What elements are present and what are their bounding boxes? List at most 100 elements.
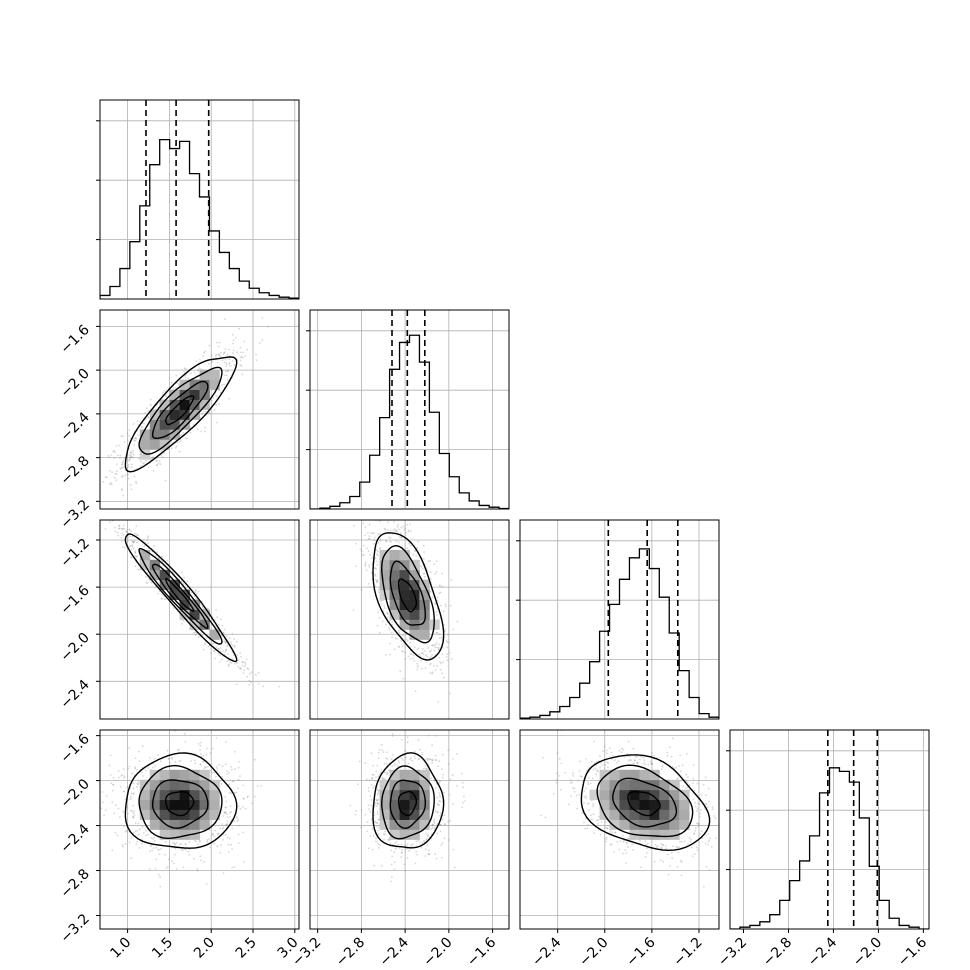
scatter-point bbox=[593, 832, 595, 835]
scatter-point bbox=[162, 391, 165, 394]
scatter-point bbox=[157, 557, 160, 560]
scatter-point bbox=[230, 811, 233, 813]
scatter-point bbox=[157, 849, 160, 851]
scatter-point bbox=[425, 838, 428, 840]
scatter-point bbox=[237, 665, 240, 668]
contour-1 bbox=[612, 777, 678, 828]
density-cell bbox=[189, 829, 200, 840]
density-cell bbox=[149, 799, 161, 810]
density-cell bbox=[169, 799, 180, 810]
scatter-point bbox=[126, 531, 129, 534]
scatter-point bbox=[119, 457, 121, 460]
scatter-point bbox=[219, 852, 222, 854]
scatter-point bbox=[145, 575, 147, 578]
scatter-point bbox=[437, 646, 440, 649]
scatter-point bbox=[368, 523, 371, 526]
scatter-point bbox=[438, 782, 441, 784]
scatter-point bbox=[151, 849, 154, 852]
scatter-point bbox=[397, 523, 399, 526]
scatter-point bbox=[184, 849, 187, 851]
density-cell bbox=[609, 789, 620, 801]
scatter-point bbox=[662, 860, 665, 863]
scatter-point bbox=[186, 580, 189, 583]
density-cell bbox=[159, 439, 171, 450]
scatter-point bbox=[396, 638, 398, 640]
scatter-point bbox=[375, 581, 378, 584]
scatter-point bbox=[133, 532, 136, 535]
density-cell bbox=[169, 579, 180, 591]
density-cell bbox=[659, 779, 670, 791]
scatter-point bbox=[377, 550, 379, 553]
scatter-point bbox=[121, 461, 124, 464]
scatter-point bbox=[435, 857, 438, 860]
scatter-point bbox=[377, 792, 380, 795]
scatter-point bbox=[593, 740, 595, 743]
scatter-point bbox=[436, 796, 439, 799]
density-cell bbox=[389, 829, 400, 840]
scatter-point bbox=[149, 403, 152, 406]
scatter-point bbox=[138, 828, 141, 831]
scatter-point bbox=[374, 821, 377, 824]
density-content bbox=[349, 730, 466, 883]
scatter-point bbox=[424, 650, 426, 652]
scatter-point bbox=[210, 361, 213, 364]
scatter-point bbox=[230, 662, 233, 664]
density-cell bbox=[629, 809, 640, 820]
scatter-point bbox=[219, 647, 222, 649]
density-cell bbox=[379, 789, 390, 801]
scatter-point bbox=[174, 853, 176, 856]
scatter-point bbox=[136, 434, 139, 437]
scatter-point bbox=[67, 500, 69, 502]
scatter-point bbox=[150, 457, 153, 460]
scatter-point bbox=[398, 645, 400, 648]
scatter-point bbox=[407, 529, 410, 532]
scatter-point bbox=[205, 883, 208, 885]
scatter-point bbox=[123, 775, 126, 778]
scatter-point bbox=[597, 815, 600, 818]
contour-3 bbox=[580, 754, 711, 852]
scatter-point bbox=[217, 345, 220, 348]
density-cell bbox=[139, 439, 151, 450]
scatter-point bbox=[233, 866, 236, 868]
scatter-point bbox=[540, 814, 542, 817]
scatter-point bbox=[375, 567, 377, 570]
density-cell bbox=[179, 379, 190, 390]
density-cell bbox=[619, 779, 630, 791]
scatter-point bbox=[138, 760, 141, 762]
scatter-point bbox=[606, 749, 608, 752]
scatter-point bbox=[130, 556, 132, 558]
density-cell bbox=[159, 789, 171, 801]
scatter-point bbox=[694, 805, 697, 808]
scatter-point bbox=[149, 756, 151, 759]
scatter-point bbox=[110, 782, 113, 785]
scatter-point bbox=[223, 639, 225, 641]
scatter-point bbox=[372, 539, 375, 541]
scatter-point bbox=[106, 476, 108, 479]
scatter-point bbox=[160, 597, 163, 600]
scatter-point bbox=[216, 768, 218, 770]
scatter-point bbox=[193, 759, 196, 762]
scatter-point bbox=[590, 814, 592, 817]
scatter-point bbox=[662, 843, 665, 846]
scatter-point bbox=[207, 362, 210, 365]
scatter-point bbox=[364, 534, 366, 537]
x-tick-label: −2.0 bbox=[420, 935, 455, 970]
scatter-point bbox=[425, 654, 427, 657]
scatter-point bbox=[435, 614, 438, 616]
scatter-point bbox=[385, 654, 387, 656]
scatter-point bbox=[558, 775, 560, 777]
scatter-point bbox=[233, 820, 236, 822]
scatter-point bbox=[200, 859, 202, 862]
scatter-point bbox=[203, 861, 205, 863]
scatter-point bbox=[243, 661, 246, 664]
scatter-point bbox=[632, 848, 634, 851]
scatter-point bbox=[379, 532, 381, 535]
scatter-point bbox=[217, 353, 220, 356]
scatter-point bbox=[136, 785, 138, 788]
scatter-point bbox=[445, 640, 448, 643]
scatter-point bbox=[116, 834, 119, 837]
scatter-point bbox=[419, 748, 421, 751]
scatter-point bbox=[114, 831, 117, 834]
scatter-point bbox=[229, 815, 231, 818]
scatter-point bbox=[594, 767, 597, 770]
